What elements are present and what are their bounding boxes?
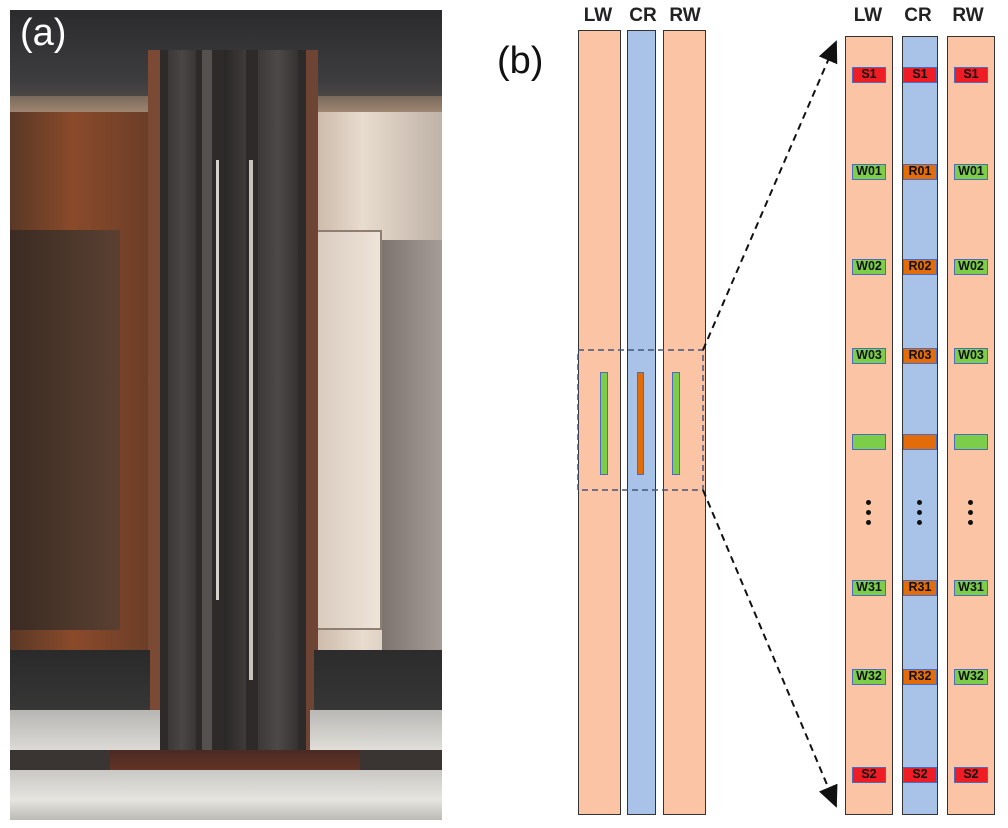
photo-plate-1	[168, 50, 196, 750]
sensor-label-lw-w31: W31	[852, 580, 886, 596]
photo-bottom-right-plate	[310, 710, 442, 750]
ellipsis-dot-lw-2	[866, 510, 871, 515]
sensor-label-lw-w03: W03	[852, 348, 886, 364]
sensor-label-cr-blank	[903, 434, 937, 450]
photo-right-shadow	[382, 240, 442, 660]
panel-b-label: (b)	[497, 40, 544, 82]
photo-base-plate	[10, 770, 442, 820]
overview-header-cr: CR	[629, 5, 657, 26]
overview-bar-lw	[600, 372, 608, 475]
sensor-label-lw-s1: S1	[852, 67, 886, 83]
sensor-label-rw-w32: W32	[954, 669, 988, 685]
zoom-arrow-top	[702, 40, 838, 351]
photo-plate-4	[258, 50, 298, 750]
sensor-label-rw-w01: W01	[954, 164, 988, 180]
photo-panel-a	[10, 10, 442, 820]
sensor-label-rw-blank	[954, 434, 988, 450]
ellipsis-dot-rw-1	[968, 500, 973, 505]
photo-plate-3	[224, 50, 246, 750]
sensor-label-rw-w31: W31	[954, 580, 988, 596]
photo-plate-2	[202, 50, 212, 750]
sensor-label-rw-w02: W02	[954, 259, 988, 275]
sensor-label-cr-s2: S2	[903, 767, 937, 783]
overview-strip-rw	[663, 30, 706, 815]
sensor-label-lw-w01: W01	[852, 164, 886, 180]
detail-strip-cr	[902, 36, 938, 815]
sensor-label-cr-r31: R31	[903, 580, 937, 596]
sensor-label-cr-s1: S1	[903, 67, 937, 83]
detail-header-cr: CR	[904, 5, 932, 26]
overview-strip-lw	[578, 30, 621, 815]
sensor-label-lw-blank	[852, 434, 886, 450]
ellipsis-dot-rw-2	[968, 510, 973, 515]
sensor-label-cr-r02: R02	[903, 259, 937, 275]
ellipsis-dot-rw-3	[968, 520, 973, 525]
sensor-label-cr-r03: R03	[903, 348, 937, 364]
sensor-label-lw-w02: W02	[852, 259, 886, 275]
ellipsis-dot-cr-1	[917, 500, 922, 505]
detail-strip-rw	[947, 36, 995, 815]
photo-plate-gap-highlight	[216, 160, 219, 600]
detail-header-rw: RW	[952, 5, 984, 26]
overview-bar-cr	[637, 372, 644, 475]
panel-a-label: (a)	[20, 12, 67, 54]
ellipsis-dot-cr-3	[917, 520, 922, 525]
sensor-label-lw-w32: W32	[852, 669, 886, 685]
sensor-label-rw-w03: W03	[954, 348, 988, 364]
ellipsis-dot-lw-3	[866, 520, 871, 525]
overview-header-rw: RW	[669, 5, 701, 26]
zoom-arrow-bottom	[702, 489, 838, 808]
photo-plate-gap-highlight-2	[249, 160, 253, 680]
detail-header-lw: LW	[853, 5, 883, 26]
sensor-label-rw-s2: S2	[954, 767, 988, 783]
overview-bar-rw	[672, 372, 680, 475]
photo-right-bracket	[310, 230, 382, 630]
zoom-box	[577, 349, 704, 491]
photo-left-dark-block	[10, 230, 120, 630]
detail-strip-lw	[845, 36, 893, 815]
ellipsis-dot-cr-2	[917, 510, 922, 515]
photo-plate-copper-edge-right	[306, 50, 318, 750]
ellipsis-dot-lw-1	[866, 500, 871, 505]
overview-header-lw: LW	[583, 5, 613, 26]
sensor-label-cr-r32: R32	[903, 669, 937, 685]
sensor-label-rw-s1: S1	[954, 67, 988, 83]
sensor-label-cr-r01: R01	[903, 164, 937, 180]
photo-bottom-left-plate	[10, 710, 160, 750]
sensor-label-lw-s2: S2	[852, 767, 886, 783]
photo-plate-copper-edge-left	[148, 50, 160, 750]
